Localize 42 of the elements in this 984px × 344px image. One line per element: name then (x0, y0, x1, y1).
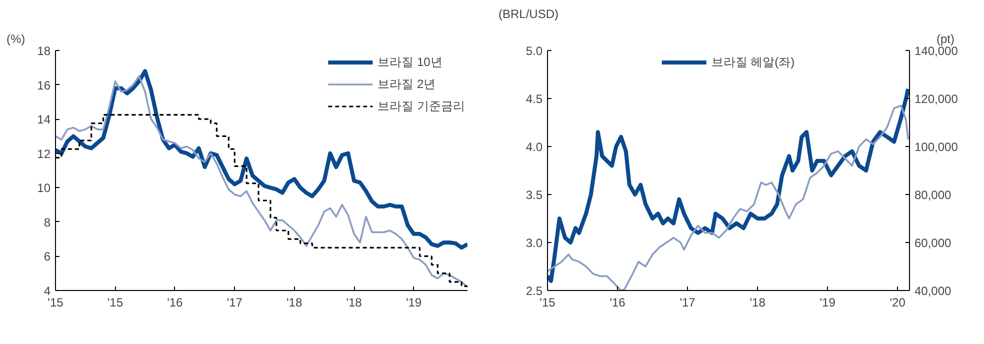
y2-tick-label: 60,000 (914, 236, 952, 250)
y-tick-label: 8 (44, 215, 51, 230)
x-tick-label: '15 (107, 296, 124, 310)
x-tick-label: '18 (346, 296, 362, 310)
x-tick-label: '18 (750, 296, 766, 310)
y-tick-label: 14 (37, 112, 51, 127)
y-tick-label: 3.5 (526, 188, 543, 202)
x-tick-label: '17 (226, 296, 243, 310)
y2-tick-label: 120,000 (914, 92, 958, 106)
y-tick-label: 2.5 (526, 284, 543, 298)
y-tick-label: 16 (37, 78, 51, 92)
y-tick-label: 6 (44, 250, 51, 264)
legend-label: 브라질 헤알(좌) (711, 54, 795, 70)
y-tick-label: 12 (37, 146, 51, 161)
x-tick-label: '19 (820, 296, 836, 310)
y-axis-title: (BRL/USD) (498, 7, 559, 21)
x-tick-label: '15 (540, 296, 556, 310)
y-tick-label: 5.0 (526, 44, 543, 58)
x-tick-label: '19 (406, 296, 422, 310)
line-series (56, 75, 468, 288)
line-series (56, 69, 468, 250)
x-tick-label: '15 (48, 296, 64, 310)
x-tick-label: '18 (286, 296, 302, 310)
y-axis-title: (%) (6, 32, 26, 46)
y2-tick-label: 40,000 (914, 284, 952, 298)
y-tick-label: 4.5 (526, 92, 543, 106)
y2-tick-label: 140,000 (914, 44, 958, 58)
legend-label: 브라질 기준금리 (378, 98, 465, 114)
y-tick-label: 3.0 (526, 236, 543, 250)
x-tick-label: '20 (890, 296, 906, 310)
y-tick-label: 18 (37, 44, 51, 58)
x-tick-label: '16 (610, 296, 626, 310)
y-tick-label: 10 (37, 181, 51, 196)
y-tick-label: 4 (44, 284, 51, 298)
y2-tick-label: 80,000 (914, 188, 952, 202)
legend-label: 브라질 2년 (378, 76, 436, 92)
x-tick-label: '17 (680, 296, 696, 310)
y2-axis-title: (pt) (936, 32, 955, 46)
x-tick-label: '16 (167, 296, 184, 310)
y2-tick-label: 100,000 (914, 140, 958, 154)
legend-label: 브라질 10년 (378, 54, 442, 70)
y-tick-label: 4.0 (526, 140, 543, 154)
